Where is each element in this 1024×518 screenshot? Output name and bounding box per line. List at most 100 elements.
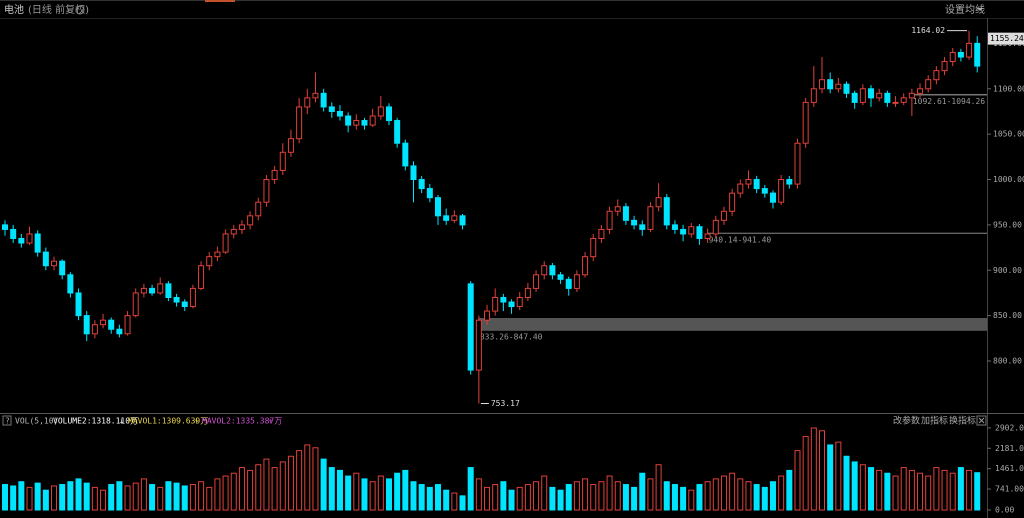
candle-body (933, 70, 940, 81)
candle-body (484, 310, 491, 321)
volume-bar (173, 482, 180, 511)
candle-body (974, 42, 981, 67)
volume-bar (394, 472, 401, 511)
candle-body (304, 97, 311, 108)
candle-body (614, 206, 621, 212)
candle-body (941, 61, 948, 72)
volume-bar (549, 486, 556, 511)
volume-bar (712, 478, 719, 511)
candle-body (435, 197, 442, 217)
candle-body (769, 192, 776, 203)
close-button[interactable] (976, 415, 987, 426)
candle-body (149, 287, 156, 294)
candle-body (18, 238, 25, 244)
candle-body (320, 92, 327, 108)
candle-body (671, 224, 678, 230)
volume-bar (720, 475, 727, 511)
volume-bar (116, 481, 123, 511)
candle-body (606, 210, 613, 230)
vol-label: VOLUME2:1318.110万 (53, 417, 138, 426)
candle-body (10, 228, 17, 239)
volume-bar (573, 481, 580, 511)
volume-bar (91, 486, 98, 511)
candle-body (394, 120, 401, 144)
candle-body (287, 138, 294, 153)
volume-bar (622, 484, 629, 511)
candle-body (680, 228, 687, 235)
button[interactable]: 换指标 (949, 415, 976, 427)
button[interactable]: 改参数 (893, 415, 920, 427)
candle-body (966, 42, 973, 58)
volume-bar (876, 469, 883, 511)
button[interactable]: 加指标 (921, 415, 948, 427)
settings-icon[interactable] (75, 5, 85, 15)
chart-title: 电池 (4, 3, 24, 16)
candle-body (631, 219, 638, 226)
volume-bar (271, 467, 278, 511)
candle-body (957, 51, 964, 58)
candle-body (573, 274, 580, 289)
y-tick-label: 1000.00 (993, 175, 1024, 184)
candle-body (369, 115, 376, 126)
volume-bar (533, 481, 540, 511)
candle-body (647, 206, 654, 230)
candle-body (181, 301, 188, 308)
volume-bar (336, 469, 343, 511)
volume-bar (165, 481, 172, 511)
volume-bar (484, 486, 491, 511)
vol-tick-label: 2181.00 (995, 444, 1024, 453)
volume-bar (819, 430, 825, 511)
volume-bar (369, 481, 376, 511)
ma-menu[interactable]: 设置均线 (945, 3, 985, 16)
volume-bar (287, 455, 294, 511)
volume-bar (443, 489, 450, 511)
volume-bar (140, 478, 147, 511)
volume-bar (59, 484, 66, 511)
volume-bar (655, 464, 662, 511)
candle-body (843, 83, 850, 94)
candle-body (214, 251, 221, 258)
volume-bar (296, 450, 303, 511)
volume-bar (18, 481, 25, 511)
vol-arrow: ↓ (119, 417, 124, 426)
candle-body (336, 110, 343, 117)
candle-body (238, 224, 245, 230)
y-tick-label: 950.00 (993, 220, 1022, 229)
low-label: 753.17 (491, 399, 520, 408)
candle-body (500, 296, 507, 303)
candle-body (157, 283, 164, 294)
volume-bar (917, 472, 924, 511)
volume-bar (361, 478, 368, 511)
high-label: 1164.02 (911, 26, 945, 35)
candle-body (745, 179, 752, 185)
candle-body (851, 92, 858, 103)
candle-body (459, 215, 466, 226)
volume-bar (385, 478, 392, 511)
candle-body (786, 179, 793, 185)
volume-bar (696, 484, 703, 511)
volume-bar (949, 472, 956, 511)
volume-bar (418, 484, 425, 511)
volume-bar (843, 455, 850, 511)
volume-bar (247, 469, 254, 511)
candle-body (51, 260, 58, 267)
volume-bar (835, 441, 842, 511)
candle-body (263, 179, 270, 203)
close-icon (978, 417, 985, 424)
candle-body (557, 274, 564, 280)
volume-bar (149, 484, 156, 511)
volume-bar (51, 485, 58, 511)
candle-body (524, 287, 531, 298)
help-mark: ? (5, 417, 10, 426)
volume-bar (582, 478, 589, 511)
vol-tick-label: 1461.00 (995, 464, 1024, 473)
candle-body (296, 106, 303, 140)
help-icon[interactable] (2, 415, 12, 426)
y-tick-label: 850.00 (993, 311, 1022, 320)
volume-bar (957, 467, 964, 511)
volume-bar (941, 469, 948, 511)
candle-body (753, 179, 760, 190)
volume-bar (255, 464, 262, 511)
candle-body (377, 106, 384, 117)
